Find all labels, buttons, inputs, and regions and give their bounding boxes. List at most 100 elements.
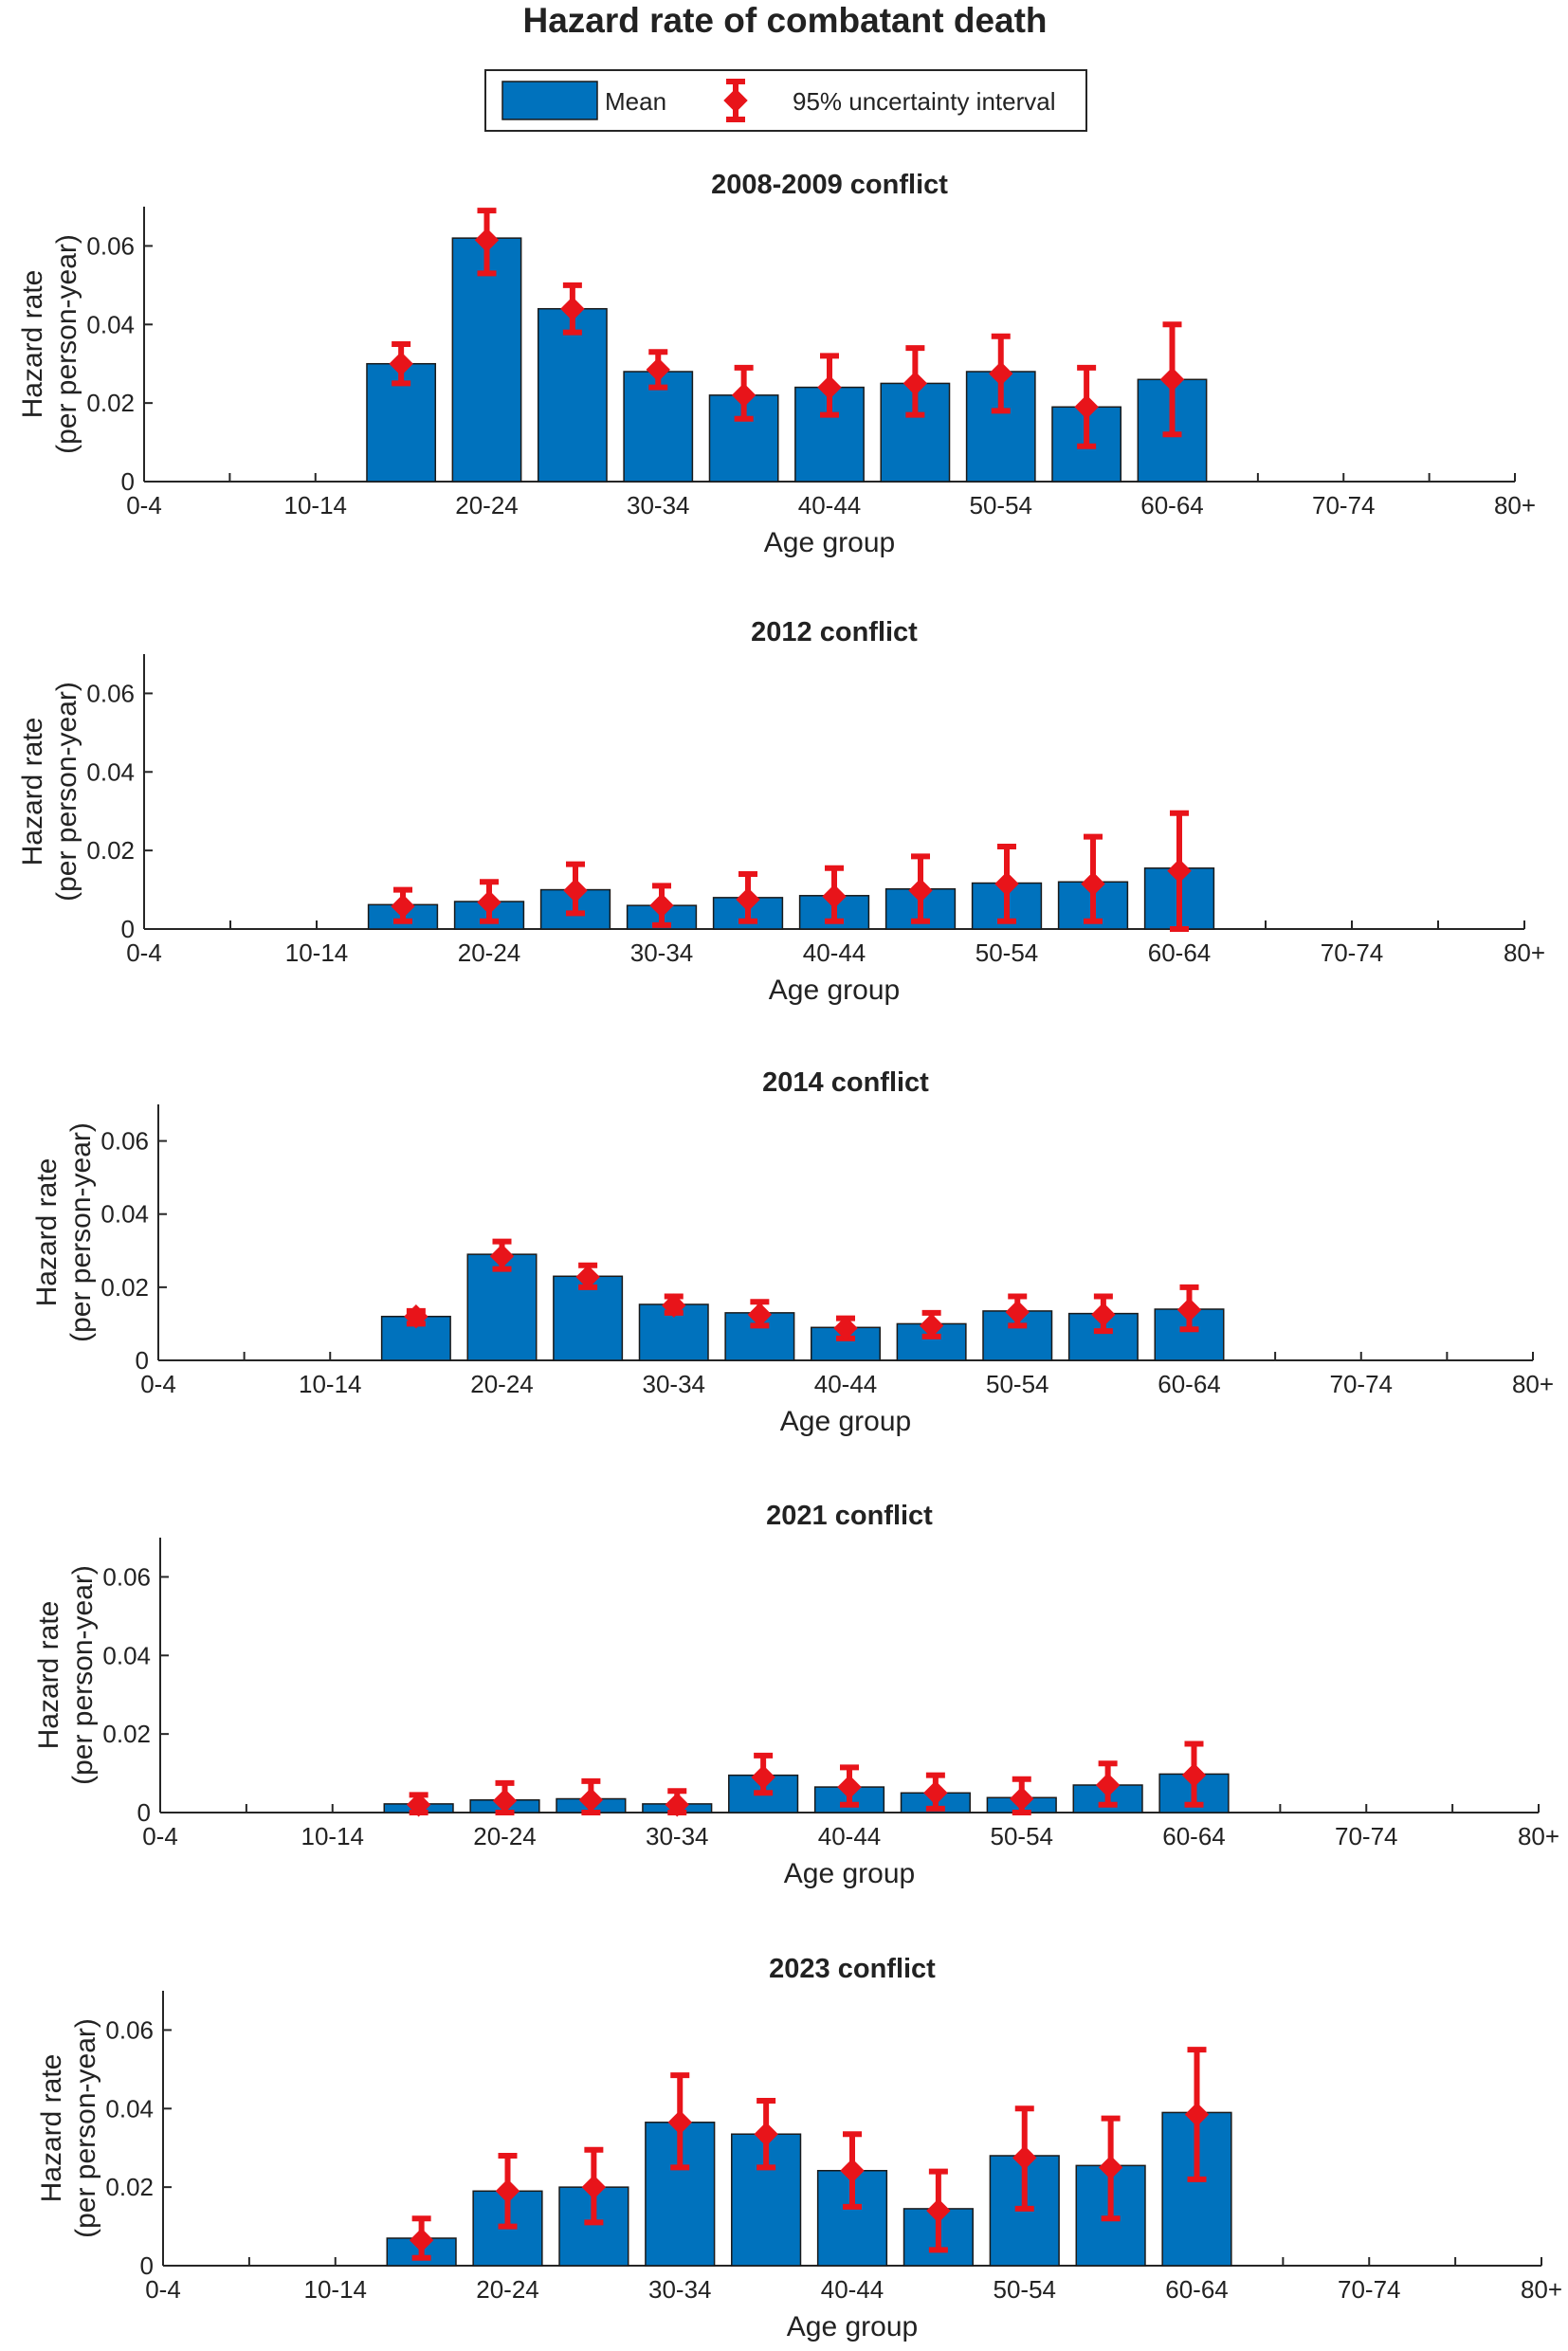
y-axis-label-line: (per person-year) [65, 1122, 97, 1342]
x-tick-label: 30-34 [627, 491, 690, 519]
x-axis-label: Age group [769, 975, 900, 1006]
legend-mean-swatch [501, 81, 598, 120]
legend-error-swatch-marker [723, 88, 748, 113]
y-axis-label-line: Hazard rate [17, 270, 48, 419]
y-axis-label-line: (per person-year) [70, 2018, 101, 2238]
error-bar-30-34 [646, 349, 670, 391]
y-tick-label: 0.04 [105, 2094, 154, 2123]
error-bar-20-24 [477, 879, 501, 924]
x-tick-label: 70-74 [1330, 1370, 1394, 1398]
bar-20-24 [451, 237, 522, 483]
x-tick-label: 50-54 [994, 2275, 1057, 2304]
x-tick-label: 80+ [1504, 939, 1545, 967]
x-tick-label: 40-44 [821, 2275, 884, 2304]
x-tick-label: 60-64 [1158, 1370, 1221, 1398]
y-axis-label-line: (per person-year) [51, 234, 82, 454]
y-tick-label: 0.06 [102, 1562, 151, 1591]
mean-marker [474, 228, 500, 252]
y-tick-label: 0.02 [100, 1273, 149, 1302]
x-tick-label: 40-44 [814, 1370, 878, 1398]
x-tick-label: 80+ [1512, 1370, 1554, 1398]
panel-title: 2014 conflict [762, 1067, 929, 1098]
panel-title: 2012 conflict [751, 617, 918, 647]
y-tick-label: 0.02 [105, 2173, 154, 2201]
error-bar-15-19 [404, 1303, 428, 1329]
y-tick-label: 0 [140, 2251, 154, 2280]
y-tick-label: 0.04 [86, 757, 135, 786]
x-tick-label: 20-24 [470, 1370, 534, 1398]
error-bar-25-29 [560, 282, 585, 336]
y-axis-label: Hazard rate (per person-year) [31, 1122, 97, 1342]
error-bar-15-19 [391, 886, 415, 924]
x-tick-label: 60-64 [1140, 491, 1204, 519]
x-tick-label: 20-24 [476, 2275, 539, 2304]
error-bar-45-49 [908, 853, 933, 924]
y-tick-label: 0 [121, 915, 135, 943]
mean-marker [649, 893, 674, 918]
panel-5: 2023 conflict 0 0.02 0.04 0.06 0-4 10-14 20-24 3… [36, 1954, 1562, 2342]
y-axis-label-line: (per person-year) [67, 1565, 99, 1785]
y-tick-label: 0.06 [86, 679, 135, 707]
error-bar-40-44 [817, 353, 842, 418]
x-tick-label: 10-14 [285, 939, 349, 967]
panel-1: 2008-2009 conflict 0 0.02 0.04 0.06 0-4 10-14 2… [17, 170, 1536, 558]
error-bar-25-29 [575, 1262, 600, 1290]
error-bar-20-24 [474, 208, 500, 277]
y-axis-label: Hazard rate (per person-year) [33, 1565, 99, 1785]
panel-title: 2021 conflict [766, 1501, 933, 1531]
x-tick-label: 60-64 [1162, 1822, 1226, 1850]
y-tick-label: 0.02 [86, 389, 135, 417]
x-tick-label: 10-14 [284, 491, 348, 519]
y-axis-label-line: Hazard rate [17, 718, 48, 866]
y-axis-label-line: Hazard rate [31, 1158, 63, 1307]
x-tick-label: 10-14 [304, 2275, 368, 2304]
x-tick-label: 40-44 [803, 939, 866, 967]
bar-20-24 [466, 1253, 538, 1361]
error-bar-40-44 [822, 865, 847, 924]
mean-marker [731, 383, 757, 408]
mean-marker [822, 884, 847, 909]
error-bar-30-34 [649, 883, 674, 928]
x-tick-label: 0-4 [145, 2275, 181, 2304]
bar-40-44 [816, 2169, 888, 2267]
panel-3: 2014 conflict 0 0.02 0.04 0.06 0-4 10-14 20-24 3… [31, 1067, 1554, 1437]
mean-marker [389, 351, 413, 376]
error-bar-45-49 [903, 345, 928, 418]
y-tick-label: 0.06 [105, 2015, 154, 2044]
x-tick-label: 80+ [1494, 491, 1536, 519]
mean-marker [646, 357, 670, 382]
x-tick-label: 80+ [1521, 2275, 1562, 2304]
y-axis-label-line: Hazard rate [33, 1601, 64, 1750]
y-tick-label: 0.02 [86, 836, 135, 865]
y-axis-label: Hazard rate (per person-year) [17, 234, 82, 454]
y-axis-label: Hazard rate (per person-year) [17, 682, 82, 902]
error-bar-15-19 [406, 1792, 431, 1817]
x-axis-label: Age group [784, 1858, 915, 1889]
x-axis-label: Age group [764, 527, 895, 558]
x-tick-label: 80+ [1518, 1822, 1559, 1850]
error-bar-45-49 [919, 1309, 944, 1340]
x-tick-label: 0-4 [142, 1822, 178, 1850]
mean-marker [391, 894, 415, 919]
x-tick-label: 30-34 [648, 2275, 712, 2304]
legend: Mean 95% uncertainty interval [484, 69, 1087, 132]
bar-25-29 [537, 307, 608, 483]
error-bar-25-29 [563, 861, 588, 917]
panel-title: 2023 conflict [769, 1954, 936, 1984]
x-tick-label: 10-14 [299, 1370, 362, 1398]
y-tick-label: 0.04 [100, 1200, 149, 1229]
mean-marker [736, 887, 760, 912]
x-tick-label: 60-64 [1165, 2275, 1229, 2304]
x-tick-label: 40-44 [818, 1822, 882, 1850]
y-axis-label: Hazard rate (per person-year) [36, 2018, 101, 2238]
y-tick-label: 0.04 [86, 310, 135, 338]
x-tick-label: 30-34 [643, 1370, 706, 1398]
x-tick-label: 0-4 [140, 1370, 176, 1398]
y-axis-label-line: Hazard rate [36, 2054, 67, 2203]
error-bar-35-39 [731, 364, 757, 422]
y-tick-label: 0.04 [102, 1641, 151, 1669]
x-tick-label: 50-54 [991, 1822, 1054, 1850]
mean-marker [563, 878, 588, 903]
y-tick-label: 0 [121, 467, 135, 496]
